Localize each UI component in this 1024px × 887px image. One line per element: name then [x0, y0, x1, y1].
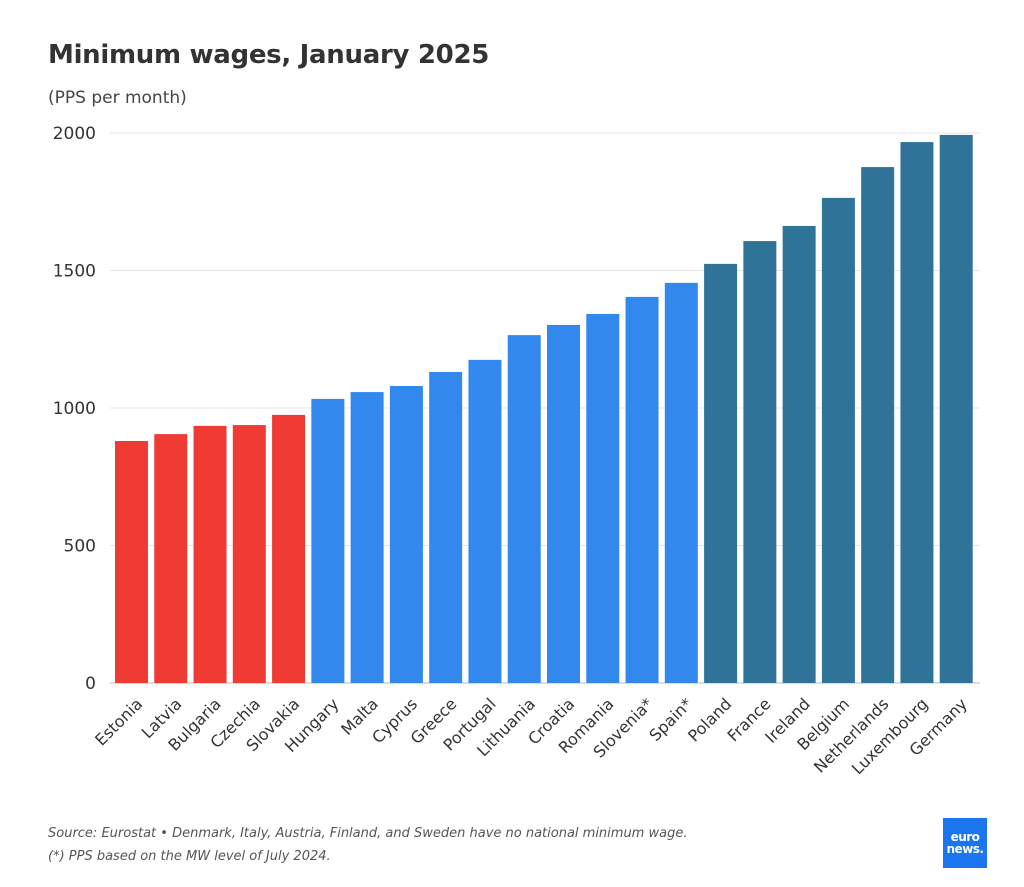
- bar-bulgaria: [193, 425, 227, 683]
- bar-netherlands: [861, 167, 895, 684]
- bar-chart: 0500100015002000EstoniaLatviaBulgariaCze…: [53, 124, 980, 778]
- bar-portugal: [468, 359, 502, 683]
- y-tick-label: 2000: [53, 124, 96, 144]
- logo-line-1: euro: [950, 830, 980, 844]
- bar-estonia: [115, 441, 148, 683]
- bar-romania: [586, 313, 620, 683]
- bar-spain: [664, 282, 698, 683]
- bar-hungary: [311, 398, 345, 683]
- x-tick-label: Estonia: [91, 694, 146, 749]
- bar-cyprus: [389, 386, 423, 683]
- bar-greece: [429, 371, 463, 683]
- bar-lithuania: [507, 335, 541, 683]
- bar-croatia: [547, 324, 580, 683]
- logo-line-2: news.: [946, 842, 984, 856]
- bar-belgium: [821, 197, 855, 683]
- y-tick-label: 1000: [53, 399, 96, 419]
- bar-slovenia: [625, 296, 659, 683]
- bar-germany: [939, 134, 973, 684]
- y-tick-label: 0: [85, 674, 96, 694]
- bar-malta: [350, 392, 384, 683]
- bar-czechia: [232, 425, 266, 683]
- chart-subtitle: (PPS per month): [48, 88, 187, 108]
- bar-poland: [704, 263, 738, 683]
- y-tick-label: 1500: [53, 262, 96, 282]
- x-tick-label: Poland: [684, 694, 735, 745]
- y-tick-label: 500: [64, 537, 96, 557]
- bar-luxembourg: [900, 142, 934, 683]
- bar-slovakia: [272, 414, 306, 683]
- euronews-logo: euro news.: [943, 818, 987, 868]
- bar-ireland: [782, 225, 816, 683]
- bar-latvia: [154, 434, 188, 683]
- source-note: Source: Eurostat • Denmark, Italy, Austr…: [48, 826, 688, 841]
- bar-france: [743, 241, 777, 683]
- footnote: (*) PPS based on the MW level of July 20…: [48, 849, 331, 864]
- chart-title: Minimum wages, January 2025: [48, 40, 490, 70]
